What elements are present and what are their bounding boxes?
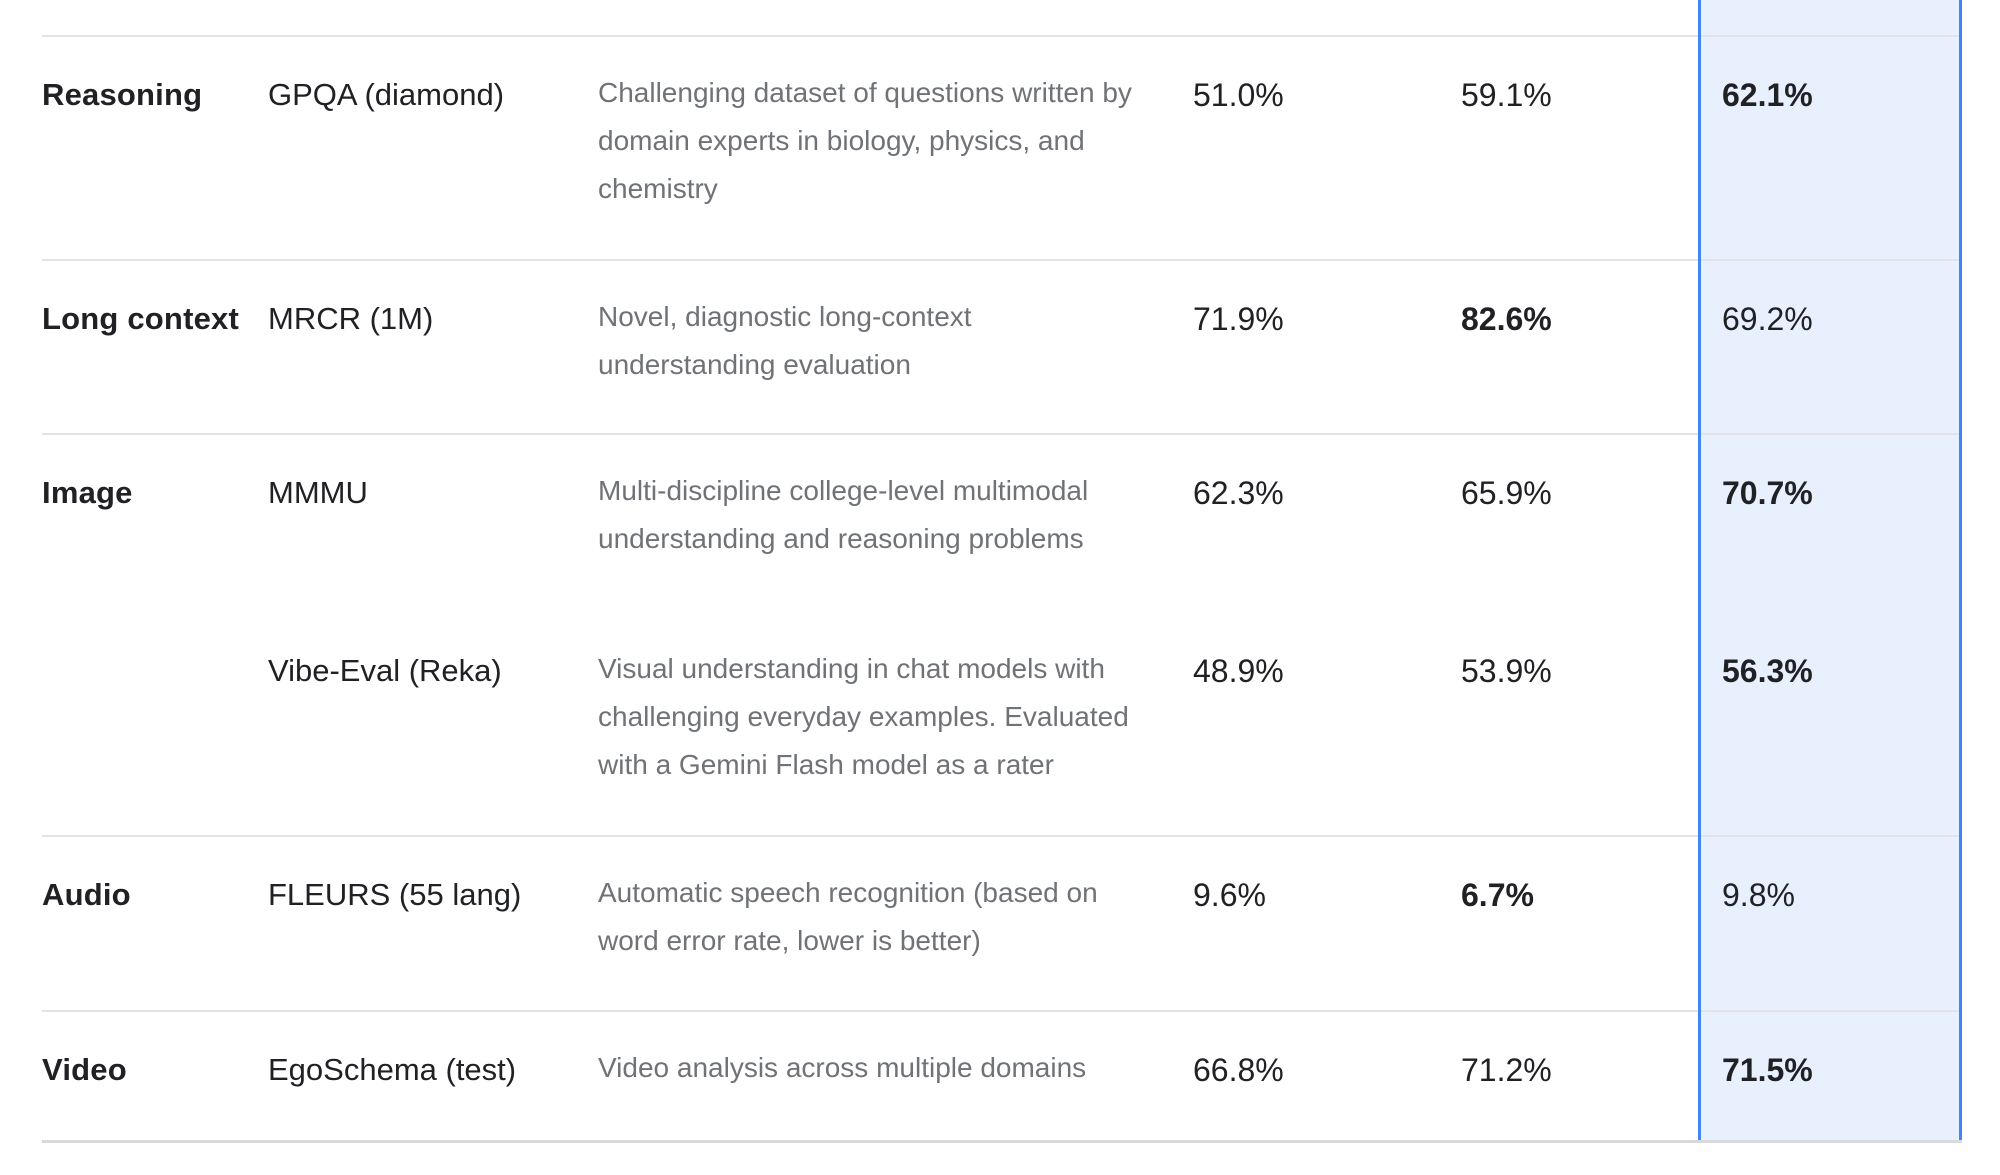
score-cell-model-2: 53.9% [1461, 653, 1552, 689]
score-cell-model-2: 71.2% [1461, 1052, 1552, 1088]
table-row: Long context MRCR (1M) Novel, diagnostic… [42, 259, 1962, 433]
category-cell: Reasoning [42, 77, 203, 112]
score-cell-model-1: 48.9% [1193, 653, 1284, 689]
category-cell [42, 653, 268, 835]
table-bottom-border [42, 1140, 1962, 1143]
score-cell-highlighted-model: 69.2% [1722, 301, 1813, 337]
score-cell-model-2: 59.1% [1461, 77, 1552, 113]
score-cell-model-2: 6.7% [1461, 877, 1534, 913]
category-cell: Video [42, 1052, 127, 1087]
category-cell: Long context [42, 301, 239, 336]
score-cell-model-1: 71.9% [1193, 301, 1284, 337]
score-cell-model-1: 9.6% [1193, 877, 1266, 913]
description-cell: Visual understanding in chat models with… [598, 653, 1129, 780]
score-cell-highlighted-model: 56.3% [1722, 653, 1813, 689]
category-cell: Audio [42, 877, 131, 912]
table-row: Image MMMU Multi-discipline college-leve… [42, 433, 1962, 633]
category-cell: Image [42, 475, 133, 510]
table-row: Video EgoSchema (test) Video analysis ac… [42, 1010, 1962, 1140]
benchmark-cell: EgoSchema (test) [268, 1052, 517, 1087]
description-cell: Video analysis across multiple domains [598, 1052, 1087, 1083]
benchmark-cell: MMMU [268, 475, 368, 510]
highlighted-column-background [1698, 0, 1962, 1140]
score-cell-highlighted-model: 71.5% [1722, 1052, 1813, 1088]
table-row: Reasoning GPQA (diamond) Challenging dat… [42, 35, 1962, 259]
table-row: Vibe-Eval (Reka) Visual understanding in… [42, 633, 1962, 835]
description-cell: Automatic speech recognition (based on w… [598, 877, 1098, 956]
score-cell-model-1: 66.8% [1193, 1052, 1284, 1088]
benchmark-cell: FLEURS (55 lang) [268, 877, 522, 912]
benchmark-table: Reasoning GPQA (diamond) Challenging dat… [42, 35, 1962, 1143]
table-row: Audio FLEURS (55 lang) Automatic speech … [42, 835, 1962, 1010]
benchmark-cell: GPQA (diamond) [268, 77, 505, 112]
description-cell: Novel, diagnostic long-context understan… [598, 301, 972, 380]
score-cell-model-1: 62.3% [1193, 475, 1284, 511]
score-cell-highlighted-model: 9.8% [1722, 877, 1795, 913]
description-cell: Multi-discipline college-level multimoda… [598, 475, 1089, 554]
benchmark-cell: Vibe-Eval (Reka) [268, 653, 502, 688]
description-cell: Challenging dataset of questions written… [598, 77, 1132, 204]
score-cell-model-1: 51.0% [1193, 77, 1284, 113]
benchmark-cell: MRCR (1M) [268, 301, 434, 336]
score-cell-model-2: 65.9% [1461, 475, 1552, 511]
score-cell-highlighted-model: 62.1% [1722, 77, 1813, 113]
score-cell-model-2: 82.6% [1461, 301, 1552, 337]
score-cell-highlighted-model: 70.7% [1722, 475, 1813, 511]
